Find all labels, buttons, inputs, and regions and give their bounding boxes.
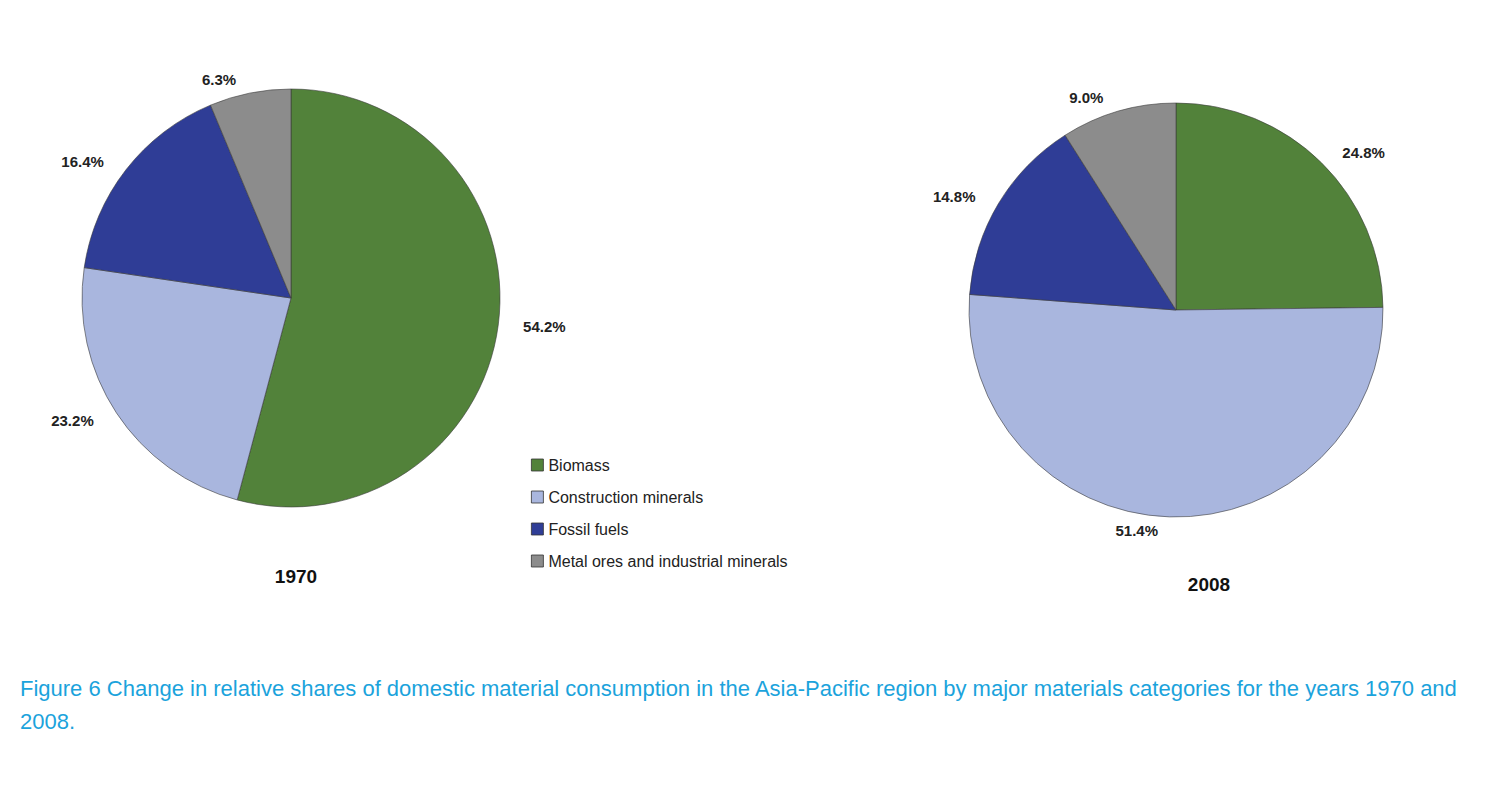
svg-text:23.2%: 23.2%: [51, 412, 94, 429]
svg-text:9.0%: 9.0%: [1069, 89, 1103, 106]
svg-text:Construction minerals: Construction minerals: [548, 489, 703, 506]
svg-text:51.4%: 51.4%: [1116, 522, 1159, 539]
svg-text:Figure 6 Change in relative sh: Figure 6 Change in relative shares of do…: [20, 676, 1463, 701]
svg-text:16.4%: 16.4%: [61, 153, 104, 170]
svg-text:2008.: 2008.: [20, 709, 75, 734]
svg-text:24.8%: 24.8%: [1342, 144, 1385, 161]
svg-text:1970: 1970: [275, 566, 317, 587]
svg-text:Fossil fuels: Fossil fuels: [548, 521, 628, 538]
svg-text:14.8%: 14.8%: [933, 188, 976, 205]
svg-text:54.2%: 54.2%: [523, 318, 566, 335]
svg-text:6.3%: 6.3%: [202, 71, 236, 88]
svg-text:Biomass: Biomass: [548, 457, 609, 474]
svg-text:2008: 2008: [1188, 574, 1230, 595]
svg-text:Metal ores and industrial mine: Metal ores and industrial minerals: [548, 553, 787, 570]
